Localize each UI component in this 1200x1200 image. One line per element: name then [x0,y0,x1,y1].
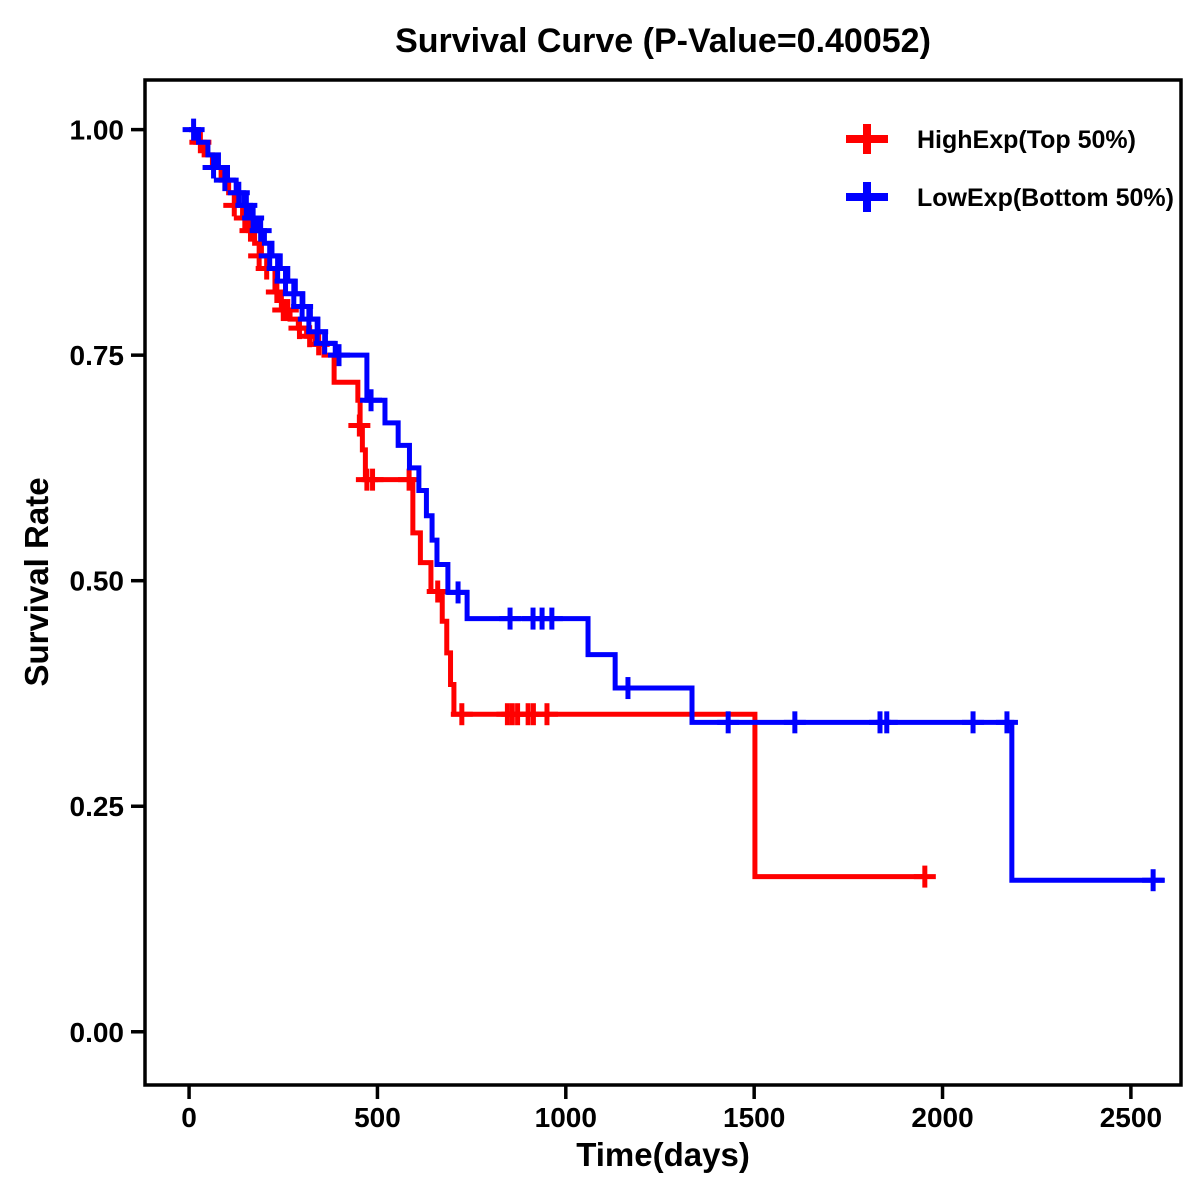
legend-label: LowExp(Bottom 50%) [917,184,1174,212]
x-tick-label: 2500 [1100,1102,1162,1133]
x-tick-label: 1000 [535,1102,597,1133]
chart-title: Survival Curve (P-Value=0.40052) [395,22,931,60]
y-tick-label: 0.75 [70,340,125,371]
x-tick-label: 1500 [723,1102,785,1133]
legend-label: HighExp(Top 50%) [917,126,1136,154]
curve-highexp [189,127,925,880]
y-tick-label: 1.00 [70,115,125,146]
x-tick-label: 2000 [911,1102,973,1133]
y-tick-label: 0.50 [70,566,125,597]
y-tick-label: 0.25 [70,791,125,822]
plot-border [143,78,1183,1087]
curve-lowexp [189,127,1165,883]
x-tick-label: 500 [354,1102,401,1133]
y-tick-label: 0.00 [70,1017,125,1048]
x-tick-label: 0 [181,1102,197,1133]
x-axis-label: Time(days) [576,1136,750,1173]
